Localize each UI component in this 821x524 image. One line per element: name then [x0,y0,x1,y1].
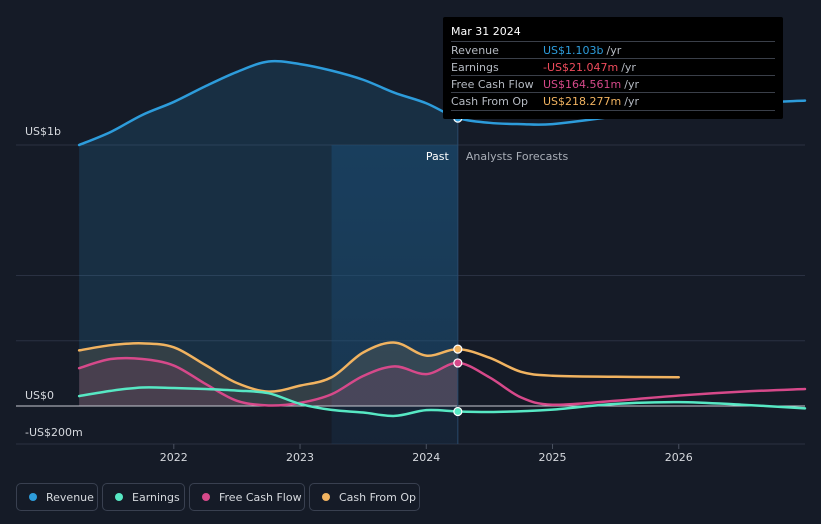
tooltip-label: Cash From Op [451,95,529,108]
legend-item-revenue[interactable]: Revenue [16,483,98,511]
x-tick-label: 2022 [160,451,188,464]
earnings-marker [453,406,463,417]
earnings-line [77,386,807,418]
tooltip-row-revenue: Revenue US$1.103b/yr [451,41,775,59]
legend-item-earnings[interactable]: Earnings [102,483,185,511]
revenue-area [79,61,458,407]
legend-label: Cash From Op [339,490,417,504]
tooltip-row-free-cash-flow: Free Cash Flow US$164.561m/yr [451,75,775,93]
legend-label: Earnings [132,490,180,504]
tooltip-value: US$218.277m [543,95,622,108]
free-cash-flow-line [77,356,807,407]
earnings-dot-icon [115,493,123,501]
tooltip-value: US$1.103b [543,44,604,57]
past-highlight-band [331,145,458,444]
legend-label: Free Cash Flow [219,490,302,504]
tooltip-value: -US$21.047m [543,61,619,74]
y-tick-label: US$1b [25,125,61,138]
cash-from-op-line [77,341,681,393]
x-tick-label: 2023 [286,451,314,464]
x-tick-label: 2025 [539,451,567,464]
tooltip-unit: /yr [624,78,639,91]
tooltip-unit: /yr [624,95,639,108]
tooltip-value: US$164.561m [543,78,622,91]
forecast-label: Analysts Forecasts [466,150,569,163]
free-cash-flow-area [79,358,458,406]
y-tick-label: US$0 [25,389,54,402]
tooltip-unit: /yr [621,61,636,74]
y-tick-label: -US$200m [25,426,83,439]
tooltip-unit: /yr [606,44,622,57]
tooltip-row-earnings: Earnings -US$21.047m/yr [451,58,775,76]
free-cash-flow-marker [453,358,463,368]
legend-item-free-cash-flow[interactable]: Free Cash Flow [189,483,305,511]
tooltip-date: Mar 31 2024 [451,25,521,38]
cash-from-op-dot-icon [322,493,330,501]
revenue-dot-icon [29,493,37,501]
x-tick-label: 2024 [412,451,440,464]
tooltip-label: Revenue [451,44,499,57]
cash-from-op-area [79,342,458,406]
cash-from-op-marker [453,344,463,354]
tooltip-row-cash-from-op: Cash From Op US$218.277m/yr [451,92,775,111]
tooltip-label: Free Cash Flow [451,78,534,91]
tooltip: Mar 31 2024 Revenue US$1.103b/yr Earning… [443,17,783,119]
tooltip-label: Earnings [451,61,499,74]
legend-item-cash-from-op[interactable]: Cash From Op [309,483,420,511]
legend-label: Revenue [46,490,94,504]
free-cash-flow-dot-icon [202,493,210,501]
x-tick-label: 2026 [665,451,693,464]
past-label: Past [426,150,450,163]
